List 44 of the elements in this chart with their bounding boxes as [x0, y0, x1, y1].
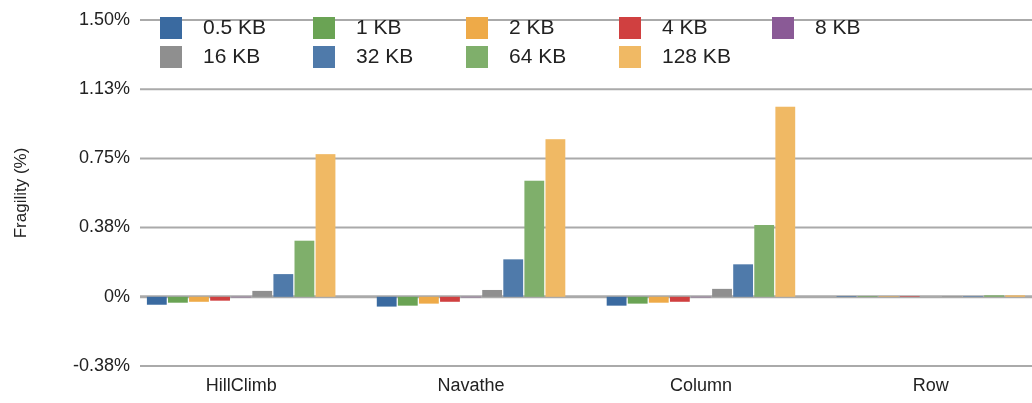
bar: [648, 296, 669, 303]
bar: [294, 240, 315, 297]
y-tick-label: -0.38%: [72, 354, 130, 375]
legend-label: 1 KB: [356, 14, 402, 38]
legend-label: 64 KB: [509, 43, 567, 67]
x-tick-label: Column: [669, 375, 732, 395]
legend-label: 32 KB: [356, 43, 414, 67]
bar: [146, 296, 167, 305]
x-tick-label: HillClimb: [205, 375, 277, 395]
y-tick-label: 0%: [103, 285, 130, 306]
bar: [503, 259, 524, 297]
legend-label: 16 KB: [203, 43, 261, 67]
legend-label: 0.5 KB: [203, 14, 267, 38]
bar: [167, 296, 188, 303]
bar: [440, 296, 460, 302]
bar: [606, 296, 627, 306]
bar: [273, 274, 294, 297]
y-axis-title: Fragility (%): [11, 147, 30, 239]
x-tick-label: Navathe: [437, 375, 505, 395]
bar: [669, 296, 690, 302]
y-tick-label: 1.13%: [78, 77, 130, 98]
bar: [189, 296, 209, 302]
bar: [252, 290, 273, 297]
bar: [210, 296, 230, 301]
bar: [754, 225, 775, 297]
bar: [712, 288, 732, 297]
legend-label: 2 KB: [509, 14, 555, 38]
y-tick-label: 1.50%: [78, 8, 130, 29]
legend-label: 4 KB: [662, 14, 708, 38]
bar: [418, 296, 439, 304]
legend-label: 128 KB: [662, 43, 731, 67]
y-tick-label: 0.38%: [78, 216, 130, 237]
bar: [775, 106, 796, 297]
bar: [376, 296, 397, 307]
bar: [545, 139, 566, 297]
bar: [482, 289, 503, 297]
legend-label: 8 KB: [815, 14, 861, 38]
x-tick-label: Row: [912, 375, 950, 395]
bar: [733, 264, 754, 297]
bar: [397, 296, 418, 306]
y-tick-label: 0.75%: [78, 147, 130, 168]
bar: [524, 180, 545, 297]
bar: [627, 296, 648, 304]
bar: [315, 154, 336, 297]
